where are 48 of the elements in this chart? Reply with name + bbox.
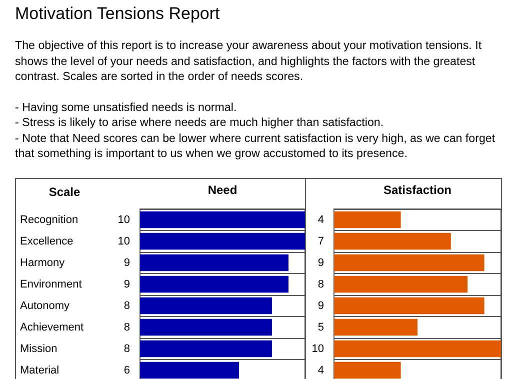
bar <box>334 211 401 228</box>
y-tick-label: Harmony <box>20 256 66 269</box>
data-label: 8 <box>124 321 130 334</box>
y-tick-label: Autonomy <box>20 300 70 312</box>
bar <box>140 254 288 272</box>
bar <box>334 276 468 293</box>
bar <box>334 340 501 358</box>
bar <box>334 318 418 336</box>
data-label: 10 <box>118 235 130 248</box>
bar <box>334 254 484 272</box>
bar <box>140 340 272 358</box>
text: - Having some unsatisfied needs is normal. <box>15 100 238 115</box>
x-axis-title: Satisfaction <box>383 183 452 197</box>
y-tick-label: Mission <box>20 342 58 355</box>
data-label: 7 <box>318 235 324 248</box>
x-axis-title: Need <box>208 183 238 197</box>
bar <box>334 362 401 379</box>
bar <box>334 232 451 250</box>
bar <box>140 318 272 336</box>
bar <box>140 232 305 250</box>
bar <box>140 211 305 228</box>
chart-subtitle: The objective of this report is to increase your awareness about your motivation tensions. It shows the level of your needs and satisfaction, and highlights the factors with the greatest contrast. Scales are sorted in the order of needs scores. <box>15 38 483 84</box>
data-label: 9 <box>124 256 130 269</box>
data-label: 8 <box>124 300 130 312</box>
data-label: 10 <box>118 214 130 226</box>
data-label: 9 <box>318 256 324 269</box>
data-label: 8 <box>318 278 324 290</box>
bar <box>140 276 288 293</box>
text: - Note that Need scores can be lower where current satisfaction is very high, as we can forget that something is important to us when we grow accustomed to its presence. <box>15 130 496 162</box>
data-label: 9 <box>318 300 324 312</box>
y-tick-label: Excellence <box>20 235 74 248</box>
data-label: 5 <box>318 321 324 334</box>
data-label: 8 <box>124 342 130 355</box>
y-tick-label: Environment <box>20 278 82 290</box>
data-label: 10 <box>312 342 324 355</box>
y-tick-label: Achievement <box>20 321 84 334</box>
data-label: 4 <box>318 214 324 226</box>
data-label: 6 <box>124 364 130 376</box>
text: - Stress is likely to arise where needs are much higher than satisfaction. <box>15 115 385 130</box>
bar <box>140 297 272 314</box>
y-axis-title: Scale <box>48 185 81 199</box>
y-tick-label: Material <box>20 364 60 376</box>
bar <box>334 297 484 314</box>
chart-title: Motivation Tensions Report <box>15 4 221 24</box>
bar <box>140 362 239 379</box>
data-label: 9 <box>124 278 130 290</box>
data-label: 4 <box>318 364 324 376</box>
y-tick-label: Recognition <box>20 214 78 226</box>
